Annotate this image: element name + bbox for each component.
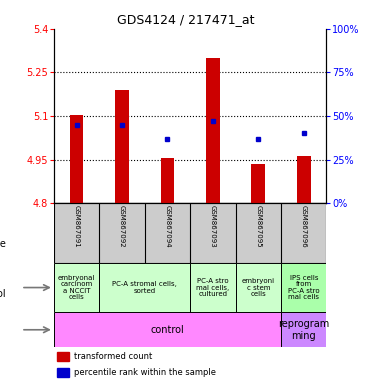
Bar — [252, 164, 265, 203]
Text: embryonal
carcinom
a NCCIT
cells: embryonal carcinom a NCCIT cells — [58, 275, 95, 300]
Text: GSM867092: GSM867092 — [119, 205, 125, 248]
Text: GDS4124 / 217471_at: GDS4124 / 217471_at — [117, 13, 254, 26]
Bar — [54, 312, 281, 348]
Bar — [281, 312, 326, 348]
Bar — [206, 58, 220, 203]
Text: transformed count: transformed count — [74, 352, 152, 361]
Text: GSM867091: GSM867091 — [73, 205, 79, 248]
Bar — [281, 263, 326, 312]
Text: PC-A stro
mal cells,
cultured: PC-A stro mal cells, cultured — [196, 278, 230, 297]
Text: GSM867095: GSM867095 — [255, 205, 261, 248]
Text: GSM867094: GSM867094 — [164, 205, 170, 248]
Bar — [190, 263, 236, 312]
Text: control: control — [151, 325, 184, 335]
Text: GSM867096: GSM867096 — [301, 205, 307, 248]
Bar — [70, 114, 83, 203]
Bar — [56, 368, 69, 377]
Text: GSM867093: GSM867093 — [210, 205, 216, 248]
Bar — [236, 263, 281, 312]
Text: cell type: cell type — [0, 239, 6, 249]
Bar — [99, 263, 190, 312]
Text: PC-A stromal cells,
sorted: PC-A stromal cells, sorted — [112, 281, 177, 294]
Bar — [54, 263, 99, 312]
Bar — [297, 156, 311, 203]
Bar — [115, 90, 129, 203]
Text: embryoni
c stem
cells: embryoni c stem cells — [242, 278, 275, 297]
Text: reprogram
ming: reprogram ming — [278, 319, 329, 341]
Bar — [56, 353, 69, 361]
Bar — [161, 158, 174, 203]
Text: IPS cells
from
PC-A stro
mal cells: IPS cells from PC-A stro mal cells — [288, 275, 319, 300]
Text: percentile rank within the sample: percentile rank within the sample — [74, 368, 216, 377]
Text: protocol: protocol — [0, 289, 6, 299]
